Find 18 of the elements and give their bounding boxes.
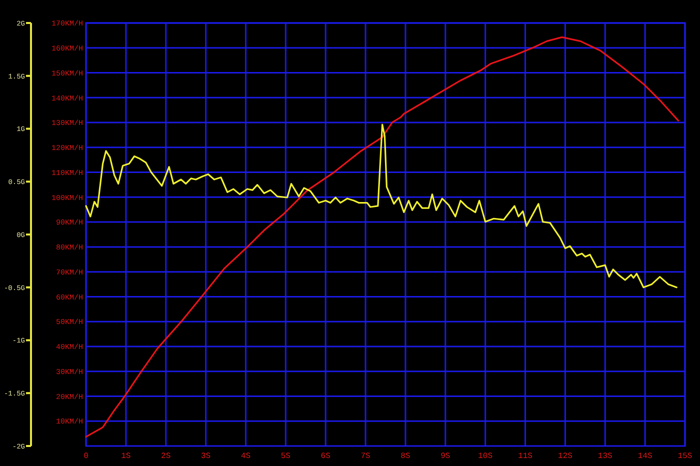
x-tick-label: 7S: [360, 452, 371, 461]
x-tick-label: 5S: [280, 452, 291, 461]
line-series: [85, 36, 680, 438]
x-tick-label: 8S: [400, 452, 410, 461]
x-tick-label: 1S: [121, 452, 131, 461]
x-tick-label: 13S: [598, 452, 613, 461]
x-tick-label: 10S: [478, 452, 493, 461]
x-tick-label: 6S: [320, 452, 331, 461]
x-tick-label: 0: [84, 452, 89, 461]
x-tick-label: 9S: [440, 452, 450, 461]
x-tick-label: 3S: [200, 452, 211, 461]
x-tick-label: 11S: [518, 452, 533, 461]
x-tick-label: 12S: [558, 452, 573, 461]
x-tick-label: 2S: [161, 452, 171, 461]
x-tick-label: 4S: [240, 452, 251, 461]
x-tick-label: 15S: [678, 452, 692, 461]
x-tick-label: 14S: [638, 452, 652, 461]
line-series: [85, 124, 678, 288]
